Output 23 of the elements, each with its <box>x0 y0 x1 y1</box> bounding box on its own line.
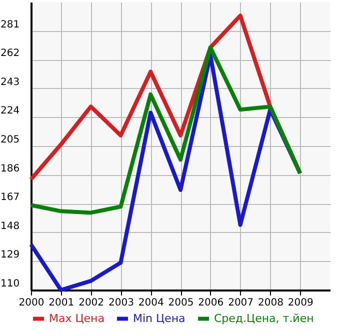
y-tick-label: 262 <box>0 48 20 60</box>
y-tick-label: 205 <box>0 134 20 146</box>
x-tick-label: 2003 <box>108 298 134 308</box>
x-tick-label: 2005 <box>168 298 194 308</box>
legend-label: Min Цена <box>133 312 186 325</box>
x-tick-label: 2002 <box>78 298 104 308</box>
y-tick-label: 167 <box>0 192 20 204</box>
x-tick-label: 2006 <box>198 298 224 308</box>
x-tick-label: 2007 <box>228 298 254 308</box>
x-tick-label: 2009 <box>288 298 314 308</box>
legend-label: Max Цена <box>49 312 104 325</box>
x-tick-label: 2004 <box>138 298 164 308</box>
y-tick-label: 281 <box>0 19 20 30</box>
x-tick-label: 2001 <box>48 298 74 308</box>
x-tick-label: 2008 <box>258 298 284 308</box>
y-tick-label: 243 <box>0 76 20 88</box>
y-tick-label: 186 <box>0 163 20 174</box>
y-tick-label: 129 <box>0 250 20 261</box>
y-tick-label: 110 <box>0 278 20 290</box>
x-tick-label: 2000 <box>18 298 44 308</box>
legend-label: Сред.Цена, т.йен <box>214 312 314 325</box>
y-tick-label: 148 <box>0 220 20 232</box>
y-tick-label: 224 <box>0 106 20 117</box>
